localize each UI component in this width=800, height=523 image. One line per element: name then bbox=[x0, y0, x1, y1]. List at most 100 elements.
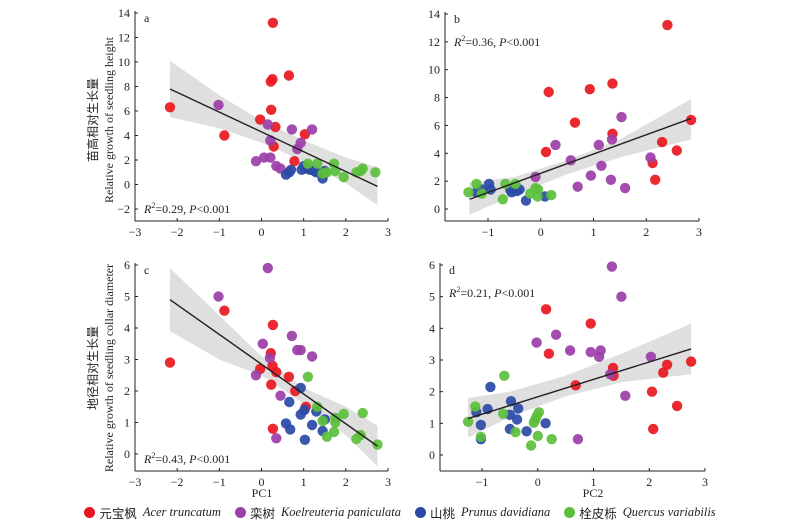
point-acer bbox=[543, 86, 554, 98]
point-quercus bbox=[351, 433, 362, 445]
panel-letter: a bbox=[144, 11, 150, 25]
point-quercus bbox=[510, 427, 521, 438]
x-tick-label: 0 bbox=[259, 475, 265, 489]
x-label-pc2: PC2 bbox=[583, 486, 604, 500]
y-tick-label: 2 bbox=[434, 174, 440, 188]
y-label-top-cn: 苗高相对生长量 bbox=[85, 78, 100, 162]
y-tick-label: 6 bbox=[434, 118, 440, 132]
point-acer bbox=[646, 386, 658, 397]
point-koel bbox=[605, 174, 617, 185]
point-acer bbox=[685, 114, 697, 126]
x-tick-label: 1 bbox=[591, 225, 597, 239]
point-prunus bbox=[285, 164, 297, 175]
point-koel bbox=[606, 261, 618, 272]
point-koel bbox=[286, 330, 298, 342]
point-quercus bbox=[321, 431, 333, 442]
point-prunus bbox=[475, 419, 487, 431]
point-koel bbox=[596, 160, 607, 171]
point-acer bbox=[658, 367, 669, 378]
y-tick-label: 14 bbox=[118, 6, 130, 20]
legend-sci-quercus: Quercus variabilis bbox=[622, 504, 716, 519]
point-acer bbox=[219, 130, 230, 141]
point-acer bbox=[584, 84, 595, 95]
point-koel bbox=[213, 99, 224, 111]
point-prunus bbox=[485, 381, 496, 393]
point-quercus bbox=[546, 189, 557, 201]
legend-marker-prunus bbox=[414, 506, 426, 518]
y-tick-label: 6 bbox=[124, 258, 130, 272]
point-koel bbox=[295, 344, 306, 356]
point-koel bbox=[620, 390, 631, 401]
y-tick-label: 3 bbox=[429, 353, 435, 367]
point-acer bbox=[650, 174, 661, 185]
point-prunus bbox=[540, 418, 551, 429]
point-koel bbox=[585, 170, 597, 181]
x-tick-label: −2 bbox=[171, 225, 184, 239]
y-tick-label: 1 bbox=[124, 416, 130, 430]
panel-letter: c bbox=[144, 263, 149, 277]
point-koel bbox=[645, 351, 657, 362]
y-tick-label: 1 bbox=[429, 416, 435, 430]
y-label-bottom-en: Relative growth of seedling collar diame… bbox=[102, 264, 116, 472]
point-koel bbox=[264, 352, 276, 364]
legend-marker-koel bbox=[234, 506, 246, 518]
x-tick-label: 0 bbox=[259, 225, 265, 239]
y-tick-label: 4 bbox=[434, 146, 440, 160]
panel-d: 0 1 2 3 4 5 6 −1 0 1 2 3 d R2=0.21, P<0.001 bbox=[429, 258, 708, 489]
point-koel bbox=[262, 119, 273, 130]
regression-line bbox=[169, 299, 378, 447]
legend-item-prunus: 山桃 Prunus davidiana bbox=[414, 503, 550, 521]
x-tick-label: 1 bbox=[591, 475, 597, 489]
point-prunus bbox=[521, 426, 532, 437]
point-acer bbox=[543, 348, 555, 359]
legend-item-acer: 元宝枫 Acer truncatum bbox=[84, 503, 221, 521]
point-quercus bbox=[372, 439, 383, 450]
y-tick-label: 0 bbox=[429, 448, 435, 462]
legend-marker-acer bbox=[84, 506, 96, 518]
y-tick-label: 3 bbox=[124, 353, 130, 367]
point-prunus bbox=[513, 403, 524, 414]
y-tick-label: 4 bbox=[429, 321, 435, 335]
x-tick-label: −1 bbox=[476, 475, 489, 489]
x-tick-label: 0 bbox=[535, 475, 541, 489]
point-prunus bbox=[285, 424, 296, 435]
point-quercus bbox=[357, 163, 368, 174]
point-acer bbox=[671, 400, 683, 412]
legend-cn-koel: 栾树 bbox=[249, 506, 275, 521]
stat-annotation: R2=0.36, P<0.001 bbox=[453, 34, 540, 49]
point-koel bbox=[593, 139, 604, 151]
x-tick-label: 2 bbox=[343, 225, 349, 239]
point-acer bbox=[607, 78, 618, 89]
point-koel bbox=[250, 370, 262, 381]
point-acer bbox=[255, 114, 266, 125]
point-koel bbox=[213, 291, 224, 302]
point-acer bbox=[661, 359, 673, 370]
point-koel bbox=[645, 152, 656, 163]
point-acer bbox=[540, 146, 552, 158]
figure: 苗高相对生长量 Relative growth of seedling heig… bbox=[85, 6, 708, 500]
point-acer bbox=[267, 319, 279, 331]
point-koel bbox=[564, 345, 576, 356]
x-tick-label: −1 bbox=[482, 225, 495, 239]
point-acer bbox=[219, 305, 230, 316]
point-quercus bbox=[338, 172, 349, 183]
point-koel bbox=[531, 337, 542, 348]
x-tick-label: 2 bbox=[343, 475, 349, 489]
point-quercus bbox=[370, 167, 381, 178]
point-quercus bbox=[338, 408, 349, 420]
point-koel bbox=[275, 390, 286, 401]
point-acer bbox=[267, 423, 279, 434]
legend-marker-quercus bbox=[564, 506, 576, 518]
stat-annotation: R2=0.21, P<0.001 bbox=[448, 285, 535, 300]
y-tick-label: 4 bbox=[124, 321, 130, 335]
confidence-band bbox=[469, 99, 692, 215]
point-quercus bbox=[357, 407, 368, 419]
regression-line bbox=[169, 88, 378, 187]
y-tick-label: 14 bbox=[428, 7, 440, 21]
point-acer bbox=[289, 156, 300, 167]
point-quercus bbox=[470, 401, 481, 412]
point-acer bbox=[656, 136, 668, 148]
x-tick-label: 2 bbox=[643, 225, 649, 239]
